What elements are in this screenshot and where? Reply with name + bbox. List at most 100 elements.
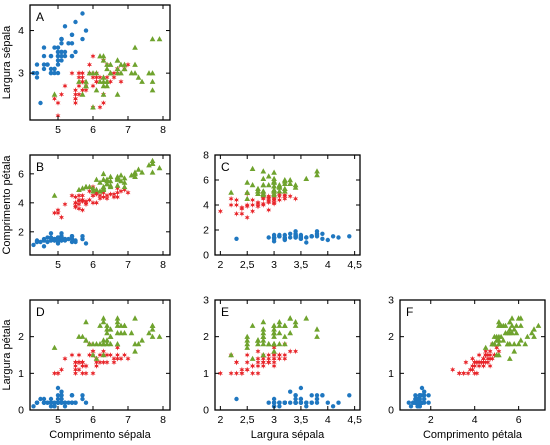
point-versicolor: [250, 208, 256, 215]
point-setosa: [69, 400, 75, 405]
point-versicolor: [255, 363, 261, 369]
point-virginica: [86, 183, 93, 190]
point-setosa: [298, 400, 304, 405]
point-setosa: [288, 235, 293, 240]
y-tick-label: 0: [388, 405, 394, 417]
point-setosa: [234, 396, 239, 402]
point-virginica: [504, 341, 511, 347]
point-versicolor: [115, 344, 120, 351]
point-virginica: [100, 57, 107, 63]
point-virginica: [104, 326, 110, 332]
point-virginica: [76, 333, 82, 339]
x-axis-label-e: Largura sépala: [251, 429, 325, 441]
point-virginica: [249, 165, 256, 171]
x-tick-label: 6: [90, 414, 96, 426]
point-virginica: [282, 333, 288, 339]
point-versicolor: [94, 74, 99, 81]
point-versicolor: [118, 78, 124, 85]
point-virginica: [244, 337, 251, 343]
point-setosa: [59, 36, 64, 42]
point-virginica: [100, 170, 107, 177]
point-virginica: [51, 91, 58, 97]
point-versicolor: [255, 199, 261, 206]
point-virginica: [156, 165, 163, 171]
point-versicolor: [456, 370, 462, 377]
point-versicolor: [90, 74, 96, 81]
point-setosa: [271, 400, 277, 405]
point-virginica: [93, 355, 100, 361]
point-virginica: [314, 172, 320, 178]
point-virginica: [100, 78, 107, 84]
point-versicolor: [87, 188, 92, 195]
point-setosa: [55, 238, 61, 243]
point-setosa: [69, 53, 75, 59]
point-versicolor: [250, 197, 256, 203]
point-setosa: [59, 396, 64, 402]
point-virginica: [500, 337, 507, 343]
point-virginica: [83, 78, 89, 84]
point-versicolor: [111, 74, 117, 81]
y-tick-label: 1: [18, 368, 24, 380]
point-virginica: [107, 70, 114, 76]
point-virginica: [93, 176, 100, 182]
point-virginica: [507, 355, 513, 361]
point-virginica: [244, 341, 251, 347]
point-virginica: [271, 179, 277, 185]
point-versicolor: [266, 359, 272, 366]
point-setosa: [330, 404, 336, 409]
point-versicolor: [255, 355, 261, 362]
point-virginica: [97, 188, 103, 194]
point-virginica: [104, 181, 110, 187]
point-versicolor: [73, 204, 78, 211]
point-virginica: [114, 65, 121, 72]
point-virginica: [104, 82, 110, 89]
point-virginica: [292, 319, 299, 325]
point-versicolor: [266, 352, 272, 358]
point-versicolor: [255, 359, 261, 366]
point-versicolor: [80, 359, 85, 366]
point-virginica: [104, 178, 110, 184]
point-versicolor: [271, 359, 277, 366]
x-tick-label: 2: [217, 259, 223, 271]
point-virginica: [149, 326, 156, 332]
point-versicolor: [487, 355, 493, 362]
point-virginica: [515, 341, 522, 347]
series-virginica-e: [228, 315, 320, 361]
point-versicolor: [234, 359, 239, 366]
point-versicolor: [282, 352, 288, 358]
point-virginica: [260, 168, 267, 174]
point-setosa: [314, 232, 320, 238]
point-virginica: [135, 74, 142, 80]
point-virginica: [76, 186, 82, 192]
y-tick-label: 3: [18, 68, 24, 80]
point-versicolor: [276, 352, 282, 358]
point-virginica: [287, 180, 293, 186]
point-virginica: [90, 188, 96, 194]
point-versicolor: [83, 363, 89, 369]
x-tick-label: 3: [271, 259, 277, 271]
point-setosa: [69, 393, 75, 398]
point-versicolor: [470, 363, 475, 369]
series-setosa-f: [406, 385, 431, 409]
point-virginica: [149, 333, 156, 339]
point-setosa: [69, 41, 75, 46]
point-setosa: [48, 66, 54, 72]
panel-label-b: B: [36, 160, 44, 174]
point-setosa: [52, 45, 57, 50]
point-versicolor: [244, 214, 250, 221]
point-virginica: [511, 326, 518, 332]
point-setosa: [41, 45, 47, 50]
point-virginica: [132, 61, 138, 67]
point-virginica: [244, 344, 251, 350]
y-tick-label: 1: [388, 368, 394, 380]
point-versicolor: [80, 78, 85, 85]
point-virginica: [76, 78, 82, 84]
point-versicolor: [461, 370, 467, 377]
point-virginica: [531, 333, 537, 339]
point-setosa: [288, 231, 293, 236]
point-virginica: [132, 315, 138, 321]
point-versicolor: [73, 370, 78, 377]
point-versicolor: [125, 189, 131, 196]
y-axis-label-a: Largura sépala: [1, 25, 13, 99]
y-tick-label: 8: [203, 150, 209, 162]
